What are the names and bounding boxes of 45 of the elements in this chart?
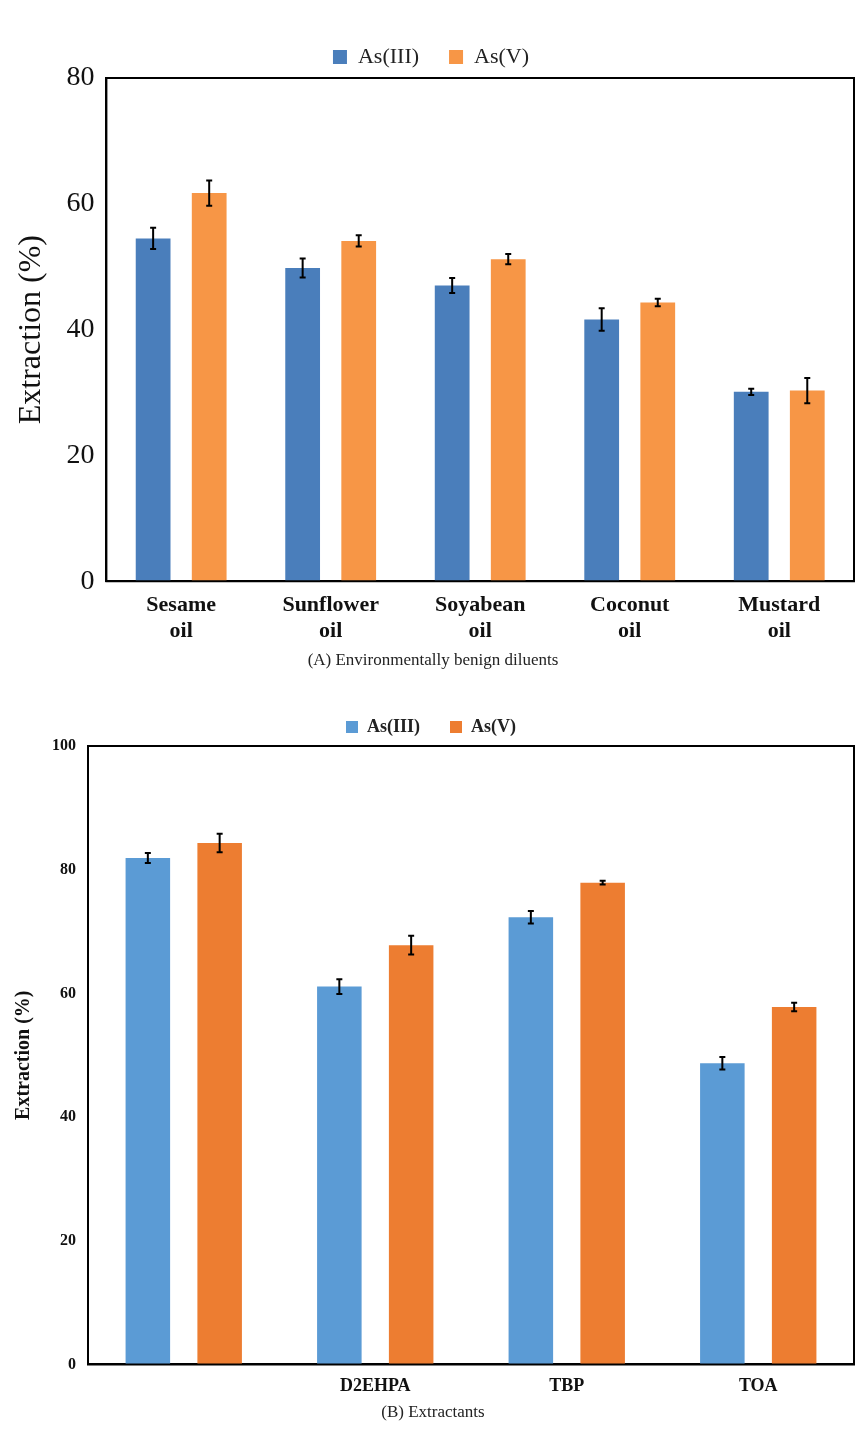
- bar: [580, 882, 625, 1365]
- bar: [700, 1063, 745, 1365]
- x-tick-label: Coconut oil: [589, 591, 671, 643]
- legend-label: As(III): [357, 42, 420, 68]
- bar: [125, 857, 171, 1365]
- bar: [508, 917, 554, 1365]
- legend-label: As(III): [367, 715, 421, 737]
- y-tick-label: 0: [68, 1354, 76, 1372]
- bar: [490, 259, 526, 582]
- y-tick-label: 60: [60, 983, 76, 1001]
- text: (A) Environmentally benign diluents: [306, 650, 560, 670]
- x-tick-label: Mustard oil: [738, 591, 821, 643]
- x-tick-label: D2EHPA: [339, 1374, 411, 1395]
- bar: [771, 1006, 817, 1365]
- bar: [341, 240, 377, 582]
- y-tick-label: 80: [66, 60, 95, 92]
- y-axis-title: Extraction (%): [11, 990, 35, 1120]
- x-tick-label: Sunflower oil: [282, 591, 380, 643]
- y-tick-label: 80: [60, 859, 76, 877]
- x-tick-label: TBP: [549, 1374, 585, 1395]
- x-tick-label: Sesame oil: [146, 591, 217, 643]
- bar: [317, 986, 362, 1365]
- y-tick-label: 20: [60, 1230, 76, 1248]
- bar: [197, 843, 242, 1365]
- x-tick-label: Soyabean oil: [434, 591, 526, 643]
- y-tick-label: 40: [66, 311, 95, 343]
- bar: [640, 302, 676, 582]
- y-tick-label: 40: [60, 1107, 76, 1125]
- bar: [388, 945, 434, 1365]
- bar: [733, 391, 769, 582]
- x-tick-label: TOA: [738, 1374, 778, 1395]
- bar: [584, 319, 620, 582]
- y-axis-title: Extraction (%): [10, 234, 47, 425]
- bar: [285, 267, 321, 582]
- bar: [789, 390, 825, 582]
- text: (B) Extractants: [380, 1402, 486, 1422]
- y-tick-label: 20: [66, 437, 95, 469]
- legend-label: As(V): [474, 42, 530, 68]
- y-tick-label: 100: [52, 736, 76, 754]
- y-tick-label: 60: [66, 186, 95, 218]
- legend-label: As(V): [471, 715, 517, 737]
- bar: [135, 238, 171, 582]
- y-tick-label: 0: [80, 563, 95, 595]
- bar: [191, 193, 227, 582]
- bar: [434, 285, 470, 582]
